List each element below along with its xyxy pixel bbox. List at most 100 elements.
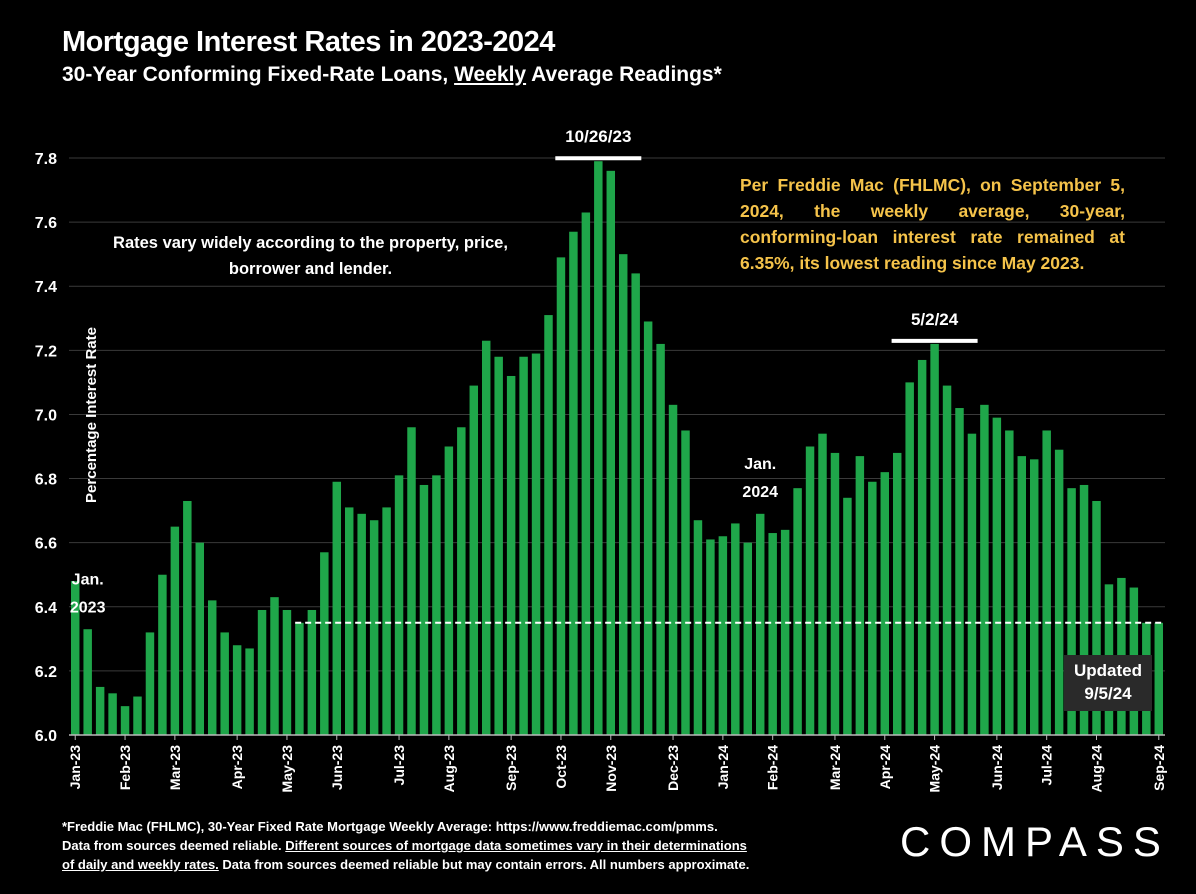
jan-label: Jan. [744, 456, 776, 473]
bar [282, 609, 292, 735]
bar [170, 526, 180, 735]
y-tick-label: 6.6 [35, 536, 57, 553]
year-label: 2023 [70, 599, 106, 616]
axes: 6.0 6.2 6.4 6.6 6.8 7.0 7.2 7.4 7.6 7.8 Jan-23 Feb-… [35, 151, 1167, 792]
bar [992, 417, 1002, 735]
updated-date: 9/5/24 [1084, 684, 1132, 703]
annotations: 10/26/23 5/2/24 Jan. 2023 Jan. 2024 [70, 127, 1164, 624]
y-tick-label: 7.6 [35, 215, 57, 232]
x-tick-label: Sep-23 [503, 745, 519, 791]
chart-subtitle: 30-Year Conforming Fixed-Rate Loans, Wee… [62, 63, 722, 87]
x-tick-label: Aug-23 [441, 745, 457, 793]
y-axis-label: Percentage Interest Rate [83, 327, 100, 503]
bar [195, 542, 205, 735]
bar [220, 632, 229, 735]
x-tick-label: Apr-23 [229, 745, 245, 790]
bar [307, 609, 317, 735]
y-tick-label: 7.2 [35, 343, 57, 360]
bar [320, 552, 329, 735]
bar [743, 542, 753, 735]
footnote-line-3: of daily and weekly rates. Data from sou… [62, 855, 882, 874]
bar [469, 385, 479, 735]
x-tick-label: Sep-24 [1151, 745, 1167, 791]
bar [369, 520, 379, 735]
x-tick-label: Mar-23 [167, 745, 183, 790]
bar [668, 404, 678, 735]
bar [892, 452, 902, 735]
bar [805, 446, 815, 735]
bar [407, 427, 416, 735]
bar [1054, 449, 1064, 735]
bar [718, 536, 728, 735]
bar [95, 686, 105, 735]
peak-label: 10/26/23 [565, 127, 631, 146]
x-tick-label: Feb-23 [117, 745, 133, 790]
bar [594, 161, 603, 735]
bar [108, 693, 117, 735]
bar [394, 475, 404, 735]
x-tick-label: May-24 [927, 745, 943, 793]
bar [332, 481, 342, 735]
bar [681, 430, 690, 735]
bar [419, 484, 429, 735]
y-tick-label: 6.4 [35, 600, 57, 617]
bar [531, 353, 541, 735]
bar [207, 600, 217, 735]
x-tick-label: Jan-23 [67, 745, 83, 790]
bar [606, 170, 616, 736]
x-tick-label: Jan-24 [715, 745, 731, 790]
x-tick-label: Jul-24 [1039, 745, 1055, 786]
x-tick-label: Jun-23 [329, 745, 345, 790]
bar [980, 404, 989, 735]
bar [120, 706, 130, 735]
bar [1092, 500, 1101, 735]
bar [1005, 430, 1014, 735]
bar [257, 609, 267, 735]
bar [357, 513, 366, 735]
subtitle-text-post: Average Readings* [526, 63, 722, 86]
bar [183, 500, 192, 735]
y-tick-label: 6.0 [35, 728, 57, 745]
bar [270, 597, 279, 735]
bar [955, 408, 964, 735]
bar [544, 315, 553, 735]
bar [569, 231, 578, 735]
subtitle-weekly: Weekly [454, 63, 527, 86]
bar [618, 254, 628, 735]
bar [70, 581, 80, 735]
bar [818, 433, 827, 735]
footnote-line-2-pre: Data from sources deemed reliable. [62, 838, 286, 853]
bar [556, 257, 566, 735]
footnote-line-2: Data from sources deemed reliable. Diffe… [62, 836, 882, 855]
bar [344, 507, 354, 735]
bar [706, 539, 715, 735]
footnote-line-3-post: Data from sources deemed reliable but ma… [218, 857, 750, 872]
subtitle-text-pre: 30-Year Conforming Fixed-Rate Loans, [62, 63, 455, 86]
bar [519, 356, 528, 735]
bar [768, 533, 777, 735]
chart-title: Mortgage Interest Rates in 2023-2024 [62, 26, 555, 58]
bar [581, 212, 591, 735]
bar [83, 629, 92, 735]
callout-text: Per Freddie Mac (FHLMC), on September 5,… [740, 175, 1125, 273]
y-tick-label: 7.0 [35, 407, 57, 424]
bar [693, 520, 703, 735]
bar [843, 497, 852, 735]
bar [457, 427, 466, 735]
bar [880, 472, 890, 735]
bar [481, 340, 491, 735]
footnote-line-3-u: of daily and weekly rates. [62, 857, 219, 872]
jan-label: Jan. [72, 571, 104, 588]
bar [793, 488, 802, 735]
bar [444, 446, 454, 735]
bar [382, 507, 391, 735]
bar [868, 481, 877, 735]
bar [1017, 456, 1027, 735]
y-tick-label: 6.2 [35, 664, 57, 681]
bar [1079, 484, 1089, 735]
bar [432, 475, 441, 735]
bar [905, 382, 914, 735]
bar [295, 622, 304, 735]
bar [967, 433, 977, 735]
bar [232, 645, 242, 735]
